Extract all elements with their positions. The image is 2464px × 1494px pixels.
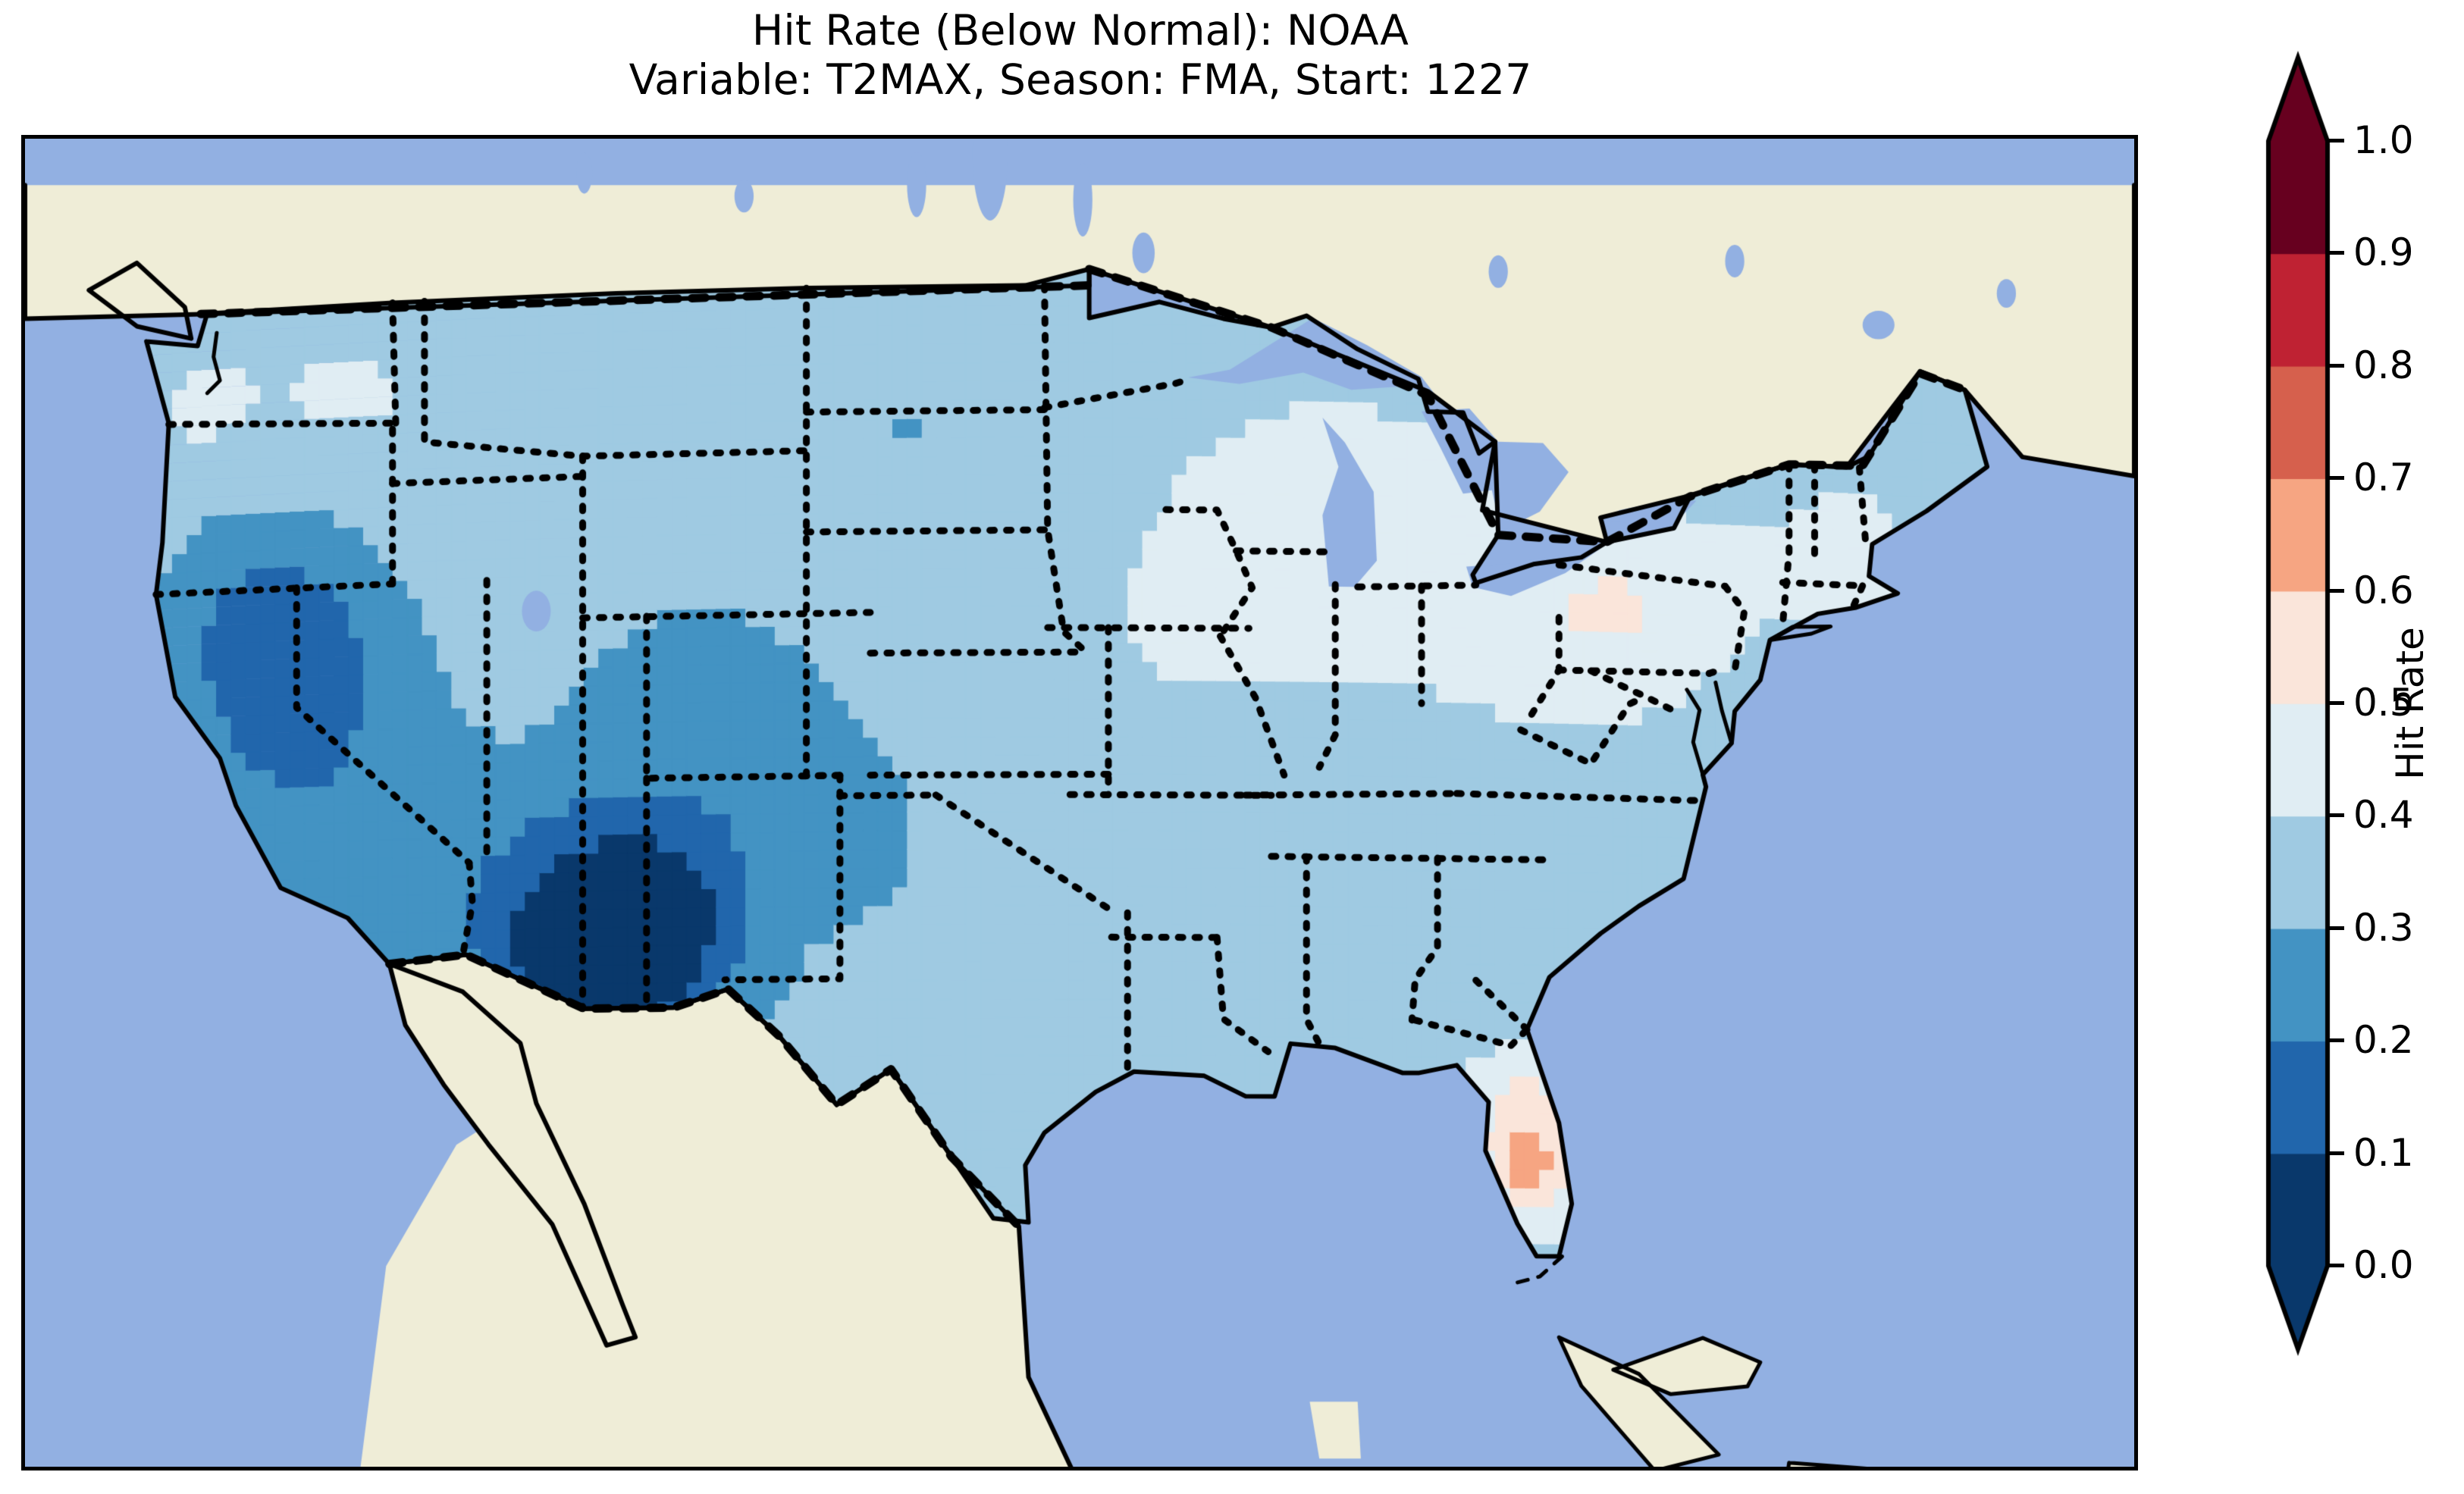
colorbar-tick-label: 0.0 [2353,1243,2414,1287]
colorbar-tick-label: 0.4 [2353,793,2414,838]
map-axes [21,135,2138,1471]
title-line-1: Hit Rate (Below Normal): NOAA [751,6,1409,55]
page-title: Hit Rate (Below Normal): NOAA Variable: … [0,6,2161,105]
colorbar-tick-label: 1.0 [2353,118,2414,162]
colorbar-tick-label: 0.9 [2353,230,2414,275]
colorbar-tickmark [2328,1038,2344,1043]
colorbar-tickmark [2328,139,2344,143]
colorbar-tickmark [2328,588,2344,593]
colorbar-tickmark [2328,701,2344,705]
colorbar-tickmark [2328,251,2344,255]
colorbar-tickmark [2328,1264,2344,1267]
colorbar-axis-label: Hit Rate [2388,627,2432,780]
title-line-2: Variable: T2MAX, Season: FMA, Start: 122… [629,55,1532,104]
colorbar-tick-label: 0.2 [2353,1018,2414,1063]
colorbar-tick-label: 0.8 [2353,343,2414,387]
colorbar-tickmark [2328,1151,2344,1155]
hit-rate-heatmap [25,139,2134,1467]
colorbar-tickmark [2328,363,2344,368]
colorbar-tick-label: 0.7 [2353,456,2414,500]
colorbar-tick-label: 0.6 [2353,568,2414,612]
colorbar-tickmark [2328,476,2344,481]
colorbar-tick-label: 0.3 [2353,905,2414,950]
colorbar-tick-label: 0.5 [2353,681,2414,725]
colorbar-tickmark [2328,813,2344,818]
colorbar-tick-label: 0.1 [2353,1130,2414,1175]
colorbar: 1.0 0.9 0.8 0.7 0.6 0.5 0.4 0.3 0.2 0.1 0.0 [2238,50,2414,1357]
colorbar-tick-labels: 1.0 0.9 0.8 0.7 0.6 0.5 0.4 0.3 0.2 0.1 0.0 [2328,118,2441,1287]
colorbar-tickmark [2328,926,2344,930]
